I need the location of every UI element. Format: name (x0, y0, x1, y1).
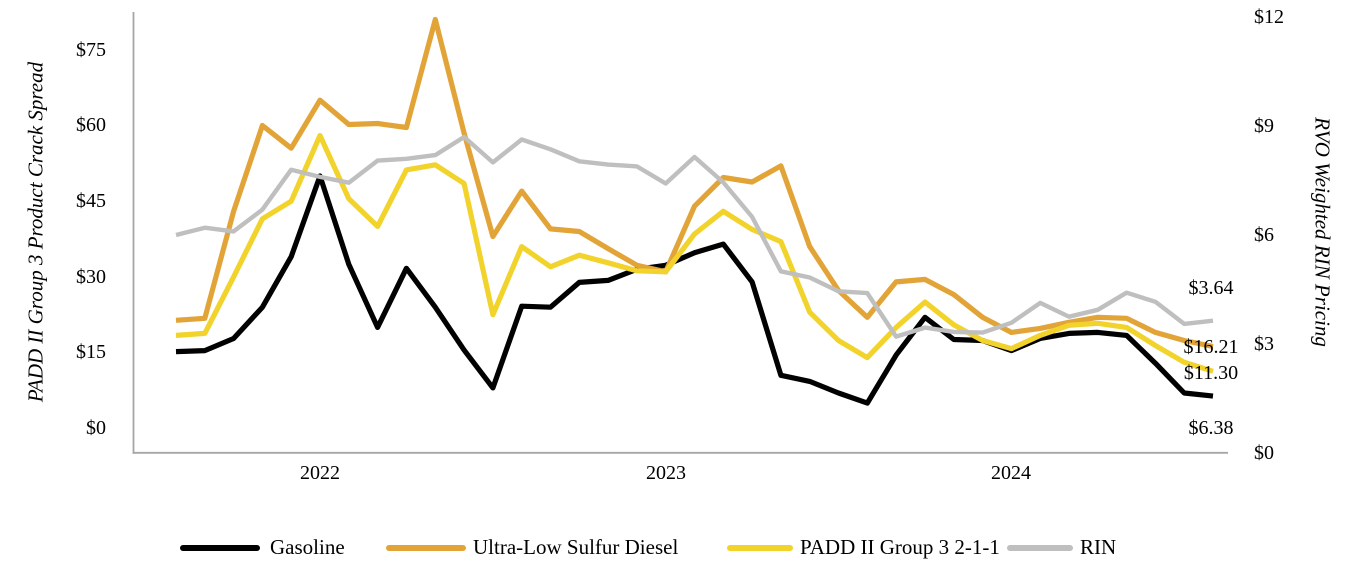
left-axis-tick: $15 (76, 341, 106, 363)
x-axis-year-label: 2024 (991, 462, 1031, 484)
left-axis-tick: $45 (76, 190, 106, 212)
legend-label-gasoline: Gasoline (270, 535, 345, 559)
right-axis-tick: $12 (1254, 6, 1284, 28)
legend-label-padd: PADD II Group 3 2-1-1 (800, 535, 1000, 559)
end-label-gasoline: $6.38 (1188, 417, 1234, 439)
left-axis-tick: $75 (76, 39, 106, 61)
end-label-padd: $11.30 (1183, 362, 1239, 384)
right-axis-title: RVO Weighted RIN Pricing (1310, 117, 1335, 347)
series-line-padd-ii-group-3-2-1-1 (175, 133, 1214, 374)
right-axis-tick: $3 (1254, 333, 1274, 355)
end-label-rin: $3.64 (1188, 277, 1234, 299)
right-axis-tick: $6 (1254, 224, 1274, 246)
right-axis-tick: $0 (1254, 442, 1274, 464)
left-axis-tick: $30 (76, 266, 106, 288)
series-line-rin (175, 134, 1214, 339)
legend-swatch-ulsd (386, 545, 466, 551)
legend-label-rin: RIN (1080, 535, 1117, 559)
x-axis-year-label: 2023 (646, 462, 686, 484)
end-label-ulsd: $16.21 (1183, 336, 1239, 358)
right-axis-tick: $9 (1254, 115, 1274, 137)
left-axis-tick: $0 (86, 417, 106, 439)
series-line-ultra-low-sulfur-diesel (175, 16, 1214, 350)
legend-swatch-rin (1007, 545, 1073, 551)
legend-label-ulsd: Ultra-Low Sulfur Diesel (473, 535, 679, 559)
legend-swatch-gasoline (180, 545, 260, 551)
x-axis-year-label: 2022 (300, 462, 340, 484)
series-line-gasoline (175, 173, 1214, 406)
left-axis-tick: $60 (76, 114, 106, 136)
legend-swatch-padd (727, 545, 793, 551)
